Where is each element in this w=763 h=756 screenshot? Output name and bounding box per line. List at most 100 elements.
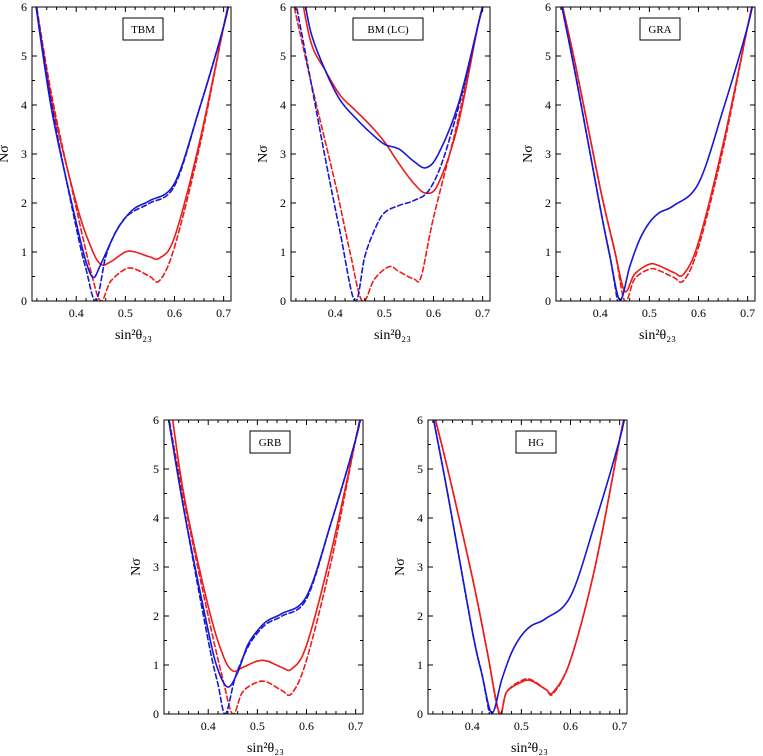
y-tick-label: 2 xyxy=(280,196,286,210)
x-tick-label: 0.5 xyxy=(118,306,133,320)
y-tick-label: 5 xyxy=(417,462,423,476)
x-tick-label: 0.6 xyxy=(167,306,182,320)
panel-label-box xyxy=(639,17,681,41)
series-line-blue-dashed xyxy=(295,7,484,301)
x-tick-label: 0.4 xyxy=(593,306,608,320)
x-tick-label: 0.4 xyxy=(465,719,480,733)
y-tick-label: 1 xyxy=(280,245,286,259)
chart-panel-4: 0 1 2 3 4 5 6 0.4 0.5 0.6 0.7 sin²θ₂₃ Nσ HG xyxy=(393,413,628,756)
y-tick-label: 0 xyxy=(545,294,551,308)
x-tick-label: 0.7 xyxy=(216,306,231,320)
x-tick-label: 0.4 xyxy=(69,306,84,320)
y-tick-label: 2 xyxy=(21,196,27,210)
y-tick-label: 6 xyxy=(153,413,159,427)
panel-label-box xyxy=(515,430,557,454)
y-tick-label: 0 xyxy=(153,707,159,721)
y-tick-label: 0 xyxy=(417,707,423,721)
x-tick-label: 0.6 xyxy=(299,719,314,733)
x-tick-label: 0.4 xyxy=(201,719,216,733)
y-tick-label: 1 xyxy=(545,245,551,259)
panel-title: GRA xyxy=(648,24,671,36)
series-group xyxy=(293,7,484,301)
y-axis-label: Nσ xyxy=(393,558,408,576)
y-tick-label: 2 xyxy=(545,196,551,210)
y-tick-label: 1 xyxy=(21,245,27,259)
chart-panel-1: 0 1 2 3 4 5 6 0.4 0.5 0.6 0.7 sin²θ₂₃ Nσ BM (LC) xyxy=(256,0,491,343)
series-line-red-solid xyxy=(171,420,361,673)
y-tick-label: 4 xyxy=(417,511,423,525)
series-line-red-dashed xyxy=(35,7,229,301)
series-group xyxy=(167,420,362,714)
y-tick-label: 5 xyxy=(153,462,159,476)
y-tick-label: 0 xyxy=(280,294,286,308)
series-line-blue-dashed xyxy=(561,7,619,301)
y-tick-label: 4 xyxy=(21,98,27,112)
panel-label-box xyxy=(249,430,291,454)
y-tick-label: 5 xyxy=(21,49,27,63)
plot-frame xyxy=(290,6,491,302)
panel-title: TBM xyxy=(131,24,155,36)
series-line-red-dashed xyxy=(561,7,753,301)
plot-frame xyxy=(427,419,628,715)
y-axis-label: Nσ xyxy=(0,145,12,163)
y-tick-label: 6 xyxy=(21,0,27,14)
y-tick-label: 1 xyxy=(153,658,159,672)
series-line-blue-dashed xyxy=(35,7,230,301)
y-tick-label: 4 xyxy=(545,98,551,112)
y-tick-label: 5 xyxy=(280,49,286,63)
y-tick-label: 4 xyxy=(153,511,159,525)
series-line-red-dashed xyxy=(168,420,361,714)
y-tick-label: 3 xyxy=(280,147,286,161)
panel-label-box xyxy=(352,17,424,41)
x-tick-label: 0.6 xyxy=(691,306,706,320)
y-tick-label: 2 xyxy=(417,609,423,623)
panel-title: HG xyxy=(528,437,544,449)
y-tick-label: 3 xyxy=(545,147,551,161)
y-axis-label: Nσ xyxy=(129,558,144,576)
panel-title: BM (LC) xyxy=(367,24,409,36)
series-line-blue-dashed xyxy=(432,420,491,714)
x-tick-label: 0.6 xyxy=(563,719,578,733)
series-group xyxy=(35,7,230,301)
x-tick-label: 0.5 xyxy=(377,306,392,320)
x-tick-label: 0.7 xyxy=(348,719,363,733)
y-tick-label: 6 xyxy=(545,0,551,14)
x-tick-label: 0.5 xyxy=(250,719,265,733)
x-axis-label: sin²θ₂₃ xyxy=(115,328,152,343)
x-axis-label: sin²θ₂₃ xyxy=(511,741,548,756)
series-line-blue-dashed xyxy=(168,420,362,714)
y-tick-label: 3 xyxy=(153,560,159,574)
x-tick-label: 0.4 xyxy=(328,306,343,320)
chart-panel-2: 0 1 2 3 4 5 6 0.4 0.5 0.6 0.7 sin²θ₂₃ Nσ GRA xyxy=(521,0,756,343)
x-axis-label: sin²θ₂₃ xyxy=(374,328,411,343)
y-tick-label: 6 xyxy=(417,413,423,427)
x-axis-label: sin²θ₂₃ xyxy=(247,741,284,756)
y-tick-label: 1 xyxy=(417,658,423,672)
series-group xyxy=(561,7,754,301)
x-axis-label: sin²θ₂₃ xyxy=(639,328,676,343)
y-tick-label: 5 xyxy=(545,49,551,63)
x-tick-label: 0.7 xyxy=(612,719,627,733)
x-tick-label: 0.5 xyxy=(642,306,657,320)
plot-frame xyxy=(555,6,756,302)
y-tick-label: 3 xyxy=(21,147,27,161)
y-axis-label: Nσ xyxy=(256,145,271,163)
series-group xyxy=(432,420,626,714)
chart-panel-0: 0 1 2 3 4 5 6 0.4 0.5 0.6 0.7 sin²θ₂₃ Nσ TBM xyxy=(0,0,232,343)
series-line-red-dashed xyxy=(434,420,625,714)
chart-panel-3: 0 1 2 3 4 5 6 0.4 0.5 0.6 0.7 sin²θ₂₃ Nσ GRB xyxy=(129,413,364,756)
series-line-blue-solid xyxy=(561,7,754,301)
panel-title: GRB xyxy=(259,437,282,449)
x-tick-label: 0.7 xyxy=(475,306,490,320)
series-line-red-solid xyxy=(561,7,753,293)
y-tick-label: 0 xyxy=(21,294,27,308)
x-tick-label: 0.6 xyxy=(426,306,441,320)
plot-frame xyxy=(31,6,232,302)
x-tick-label: 0.7 xyxy=(740,306,755,320)
y-axis-label: Nσ xyxy=(521,145,536,163)
x-tick-label: 0.5 xyxy=(514,719,529,733)
series-line-red-dashed xyxy=(293,7,484,301)
y-tick-label: 2 xyxy=(153,609,159,623)
y-tick-label: 3 xyxy=(417,560,423,574)
